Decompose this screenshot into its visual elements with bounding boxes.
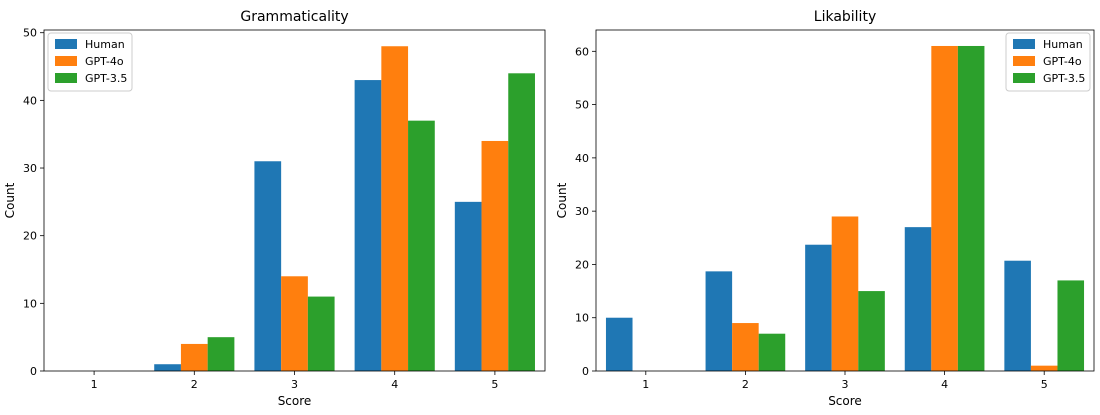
legend-swatch	[1013, 39, 1035, 49]
y-tick-label: 50	[575, 99, 589, 112]
bar-human-score-5	[454, 201, 482, 371]
x-tick-label: 4	[391, 378, 398, 391]
y-tick-label: 10	[575, 312, 589, 325]
x-tick-label: 5	[491, 378, 498, 391]
y-tick-label: 20	[575, 258, 589, 271]
bar-gpt-3-5-score-5	[508, 73, 535, 372]
bar-gpt-3-5-score-4	[408, 120, 435, 371]
x-axis-label: Score	[828, 394, 862, 408]
bar-human-score-4	[904, 227, 932, 371]
legend: Human GPT-4o GPT-3.5	[47, 32, 133, 92]
y-tick-label: 0	[30, 365, 37, 378]
bar-human-score-5	[1004, 260, 1031, 371]
bar-gpt-3-5-score-4	[957, 45, 985, 371]
chart-title: Likability	[814, 9, 876, 25]
x-tick-label: 3	[291, 378, 298, 391]
x-axis-label: Score	[278, 394, 312, 408]
legend-swatch	[55, 56, 77, 66]
y-tick-label: 10	[23, 297, 37, 310]
legend-swatch	[55, 73, 77, 83]
y-axis-label: Count	[555, 182, 569, 218]
y-tick-label: 40	[575, 152, 589, 165]
x-tick-label: 4	[941, 378, 948, 391]
chart-title: Grammaticality	[240, 9, 348, 25]
legend-swatch	[55, 39, 77, 49]
x-tick-label: 2	[191, 378, 198, 391]
legend-swatch	[1013, 73, 1035, 83]
x-tick-label: 5	[1041, 378, 1048, 391]
x-tick-label: 1	[642, 378, 649, 391]
x-tick-label: 2	[742, 378, 749, 391]
bar-human-score-2	[705, 271, 733, 371]
legend-label: Human	[85, 38, 125, 51]
bar-human-score-3	[254, 161, 282, 371]
y-tick-label: 30	[23, 162, 37, 175]
legend: Human GPT-4o GPT-3.5	[1005, 32, 1091, 92]
bar-human-score-1	[605, 317, 633, 371]
bar-human-score-3	[805, 244, 832, 371]
x-tick-label: 1	[91, 378, 98, 391]
bar-gpt-3-5-score-2	[758, 333, 786, 371]
y-tick-label: 0	[582, 365, 589, 378]
bar-gpt-4o-score-4	[931, 45, 958, 371]
legend-label: GPT-3.5	[1043, 72, 1085, 85]
y-tick-label: 60	[575, 45, 589, 58]
bar-gpt-3-5-score-3	[858, 291, 885, 371]
y-axis-label: Count	[3, 182, 17, 218]
bar-gpt-4o-score-3	[281, 276, 308, 371]
legend-label: GPT-4o	[85, 55, 124, 68]
bar-human-score-2	[154, 364, 181, 371]
bar-gpt-3-5-score-3	[307, 296, 335, 371]
bar-gpt-4o-score-5	[481, 140, 509, 371]
likability-chart: 0 10 20 30 40 50 60 1 2 3 4 5 Likability Score Count Hu…	[555, 9, 1095, 408]
legend-label: GPT-4o	[1043, 55, 1082, 68]
legend-label: GPT-3.5	[85, 72, 127, 85]
legend-label: Human	[1043, 38, 1083, 51]
x-tick-label: 3	[842, 378, 849, 391]
y-tick-label: 20	[23, 230, 37, 243]
bar-gpt-4o-score-5	[1030, 365, 1058, 371]
legend-swatch	[1013, 56, 1035, 66]
bar-gpt-4o-score-2	[732, 323, 759, 371]
bar-human-score-4	[354, 80, 382, 371]
y-tick-label: 40	[23, 94, 37, 107]
bar-gpt-3-5-score-2	[207, 337, 235, 371]
bar-gpt-3-5-score-5	[1057, 280, 1085, 371]
bar-gpt-4o-score-4	[381, 46, 409, 372]
y-tick-label: 30	[575, 205, 589, 218]
bar-gpt-4o-score-3	[831, 216, 859, 371]
bar-gpt-4o-score-2	[180, 343, 208, 371]
grammaticality-chart: 0 10 20 30 40 50 1 2 3 4 5 Grammaticality Score Count…	[3, 9, 546, 408]
y-tick-label: 50	[23, 27, 37, 40]
